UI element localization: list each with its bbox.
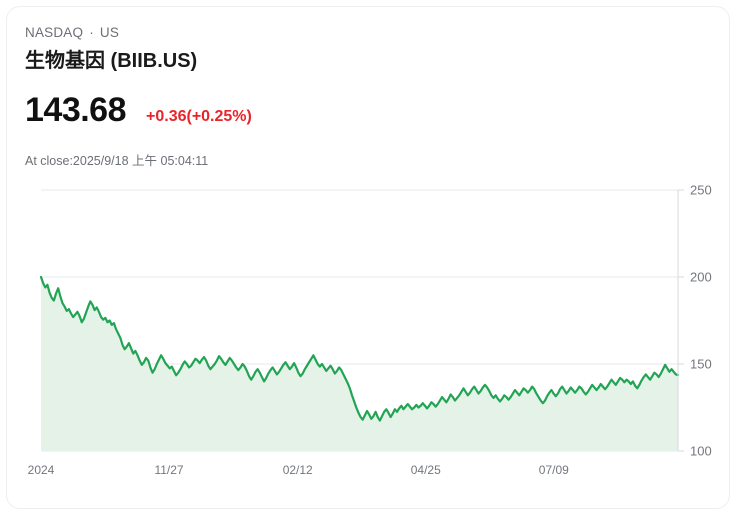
chart-area-fill — [41, 277, 678, 451]
price-chart-svg[interactable]: 250 200 150 100 2024 11/27 02/12 04/25 07/09 — [7, 173, 730, 493]
exchange-name: NASDAQ — [25, 25, 84, 40]
region-label: US — [99, 25, 120, 40]
exchange-region-line: NASDAQ · US — [25, 25, 119, 40]
x-axis-tick-label: 2024 — [28, 463, 55, 477]
series-line-path — [39, 275, 680, 422]
price-chart[interactable]: 250 200 150 100 2024 11/27 02/12 04/25 07/09 — [7, 173, 730, 493]
page-title: 生物基因 (BIIB.US) — [25, 50, 198, 72]
chart-axis-lines — [677, 189, 684, 452]
x-axis-tick-label: 02/12 — [283, 463, 313, 477]
price-change: +0.36(+0.25%) — [146, 108, 252, 125]
y-axis-tick-label: 200 — [690, 270, 712, 285]
quote-timestamp: At close:2025/9/18 上午 05:04:11 — [25, 154, 209, 168]
chart-y-axis-labels: 250 200 150 100 — [690, 183, 712, 459]
x-axis-tick-label: 04/25 — [411, 463, 441, 477]
area-fill-path — [41, 277, 678, 451]
x-axis-tick-label: 11/27 — [154, 463, 183, 477]
y-axis-tick-label: 150 — [690, 357, 712, 372]
chart-x-axis-labels: 2024 11/27 02/12 04/25 07/09 — [28, 463, 569, 477]
x-axis-tick-label: 07/09 — [539, 463, 569, 477]
chart-line-series — [39, 275, 680, 422]
separator-dot: · — [89, 25, 94, 40]
stock-quote-card: NASDAQ · US 生物基因 (BIIB.US) 143.68 +0.36(+0… — [6, 6, 730, 509]
price-row: 143.68 +0.36(+0.25%) — [25, 91, 252, 130]
y-axis-tick-label: 100 — [690, 444, 712, 459]
current-price: 143.68 — [25, 91, 127, 129]
y-axis-tick-label: 250 — [690, 183, 712, 198]
